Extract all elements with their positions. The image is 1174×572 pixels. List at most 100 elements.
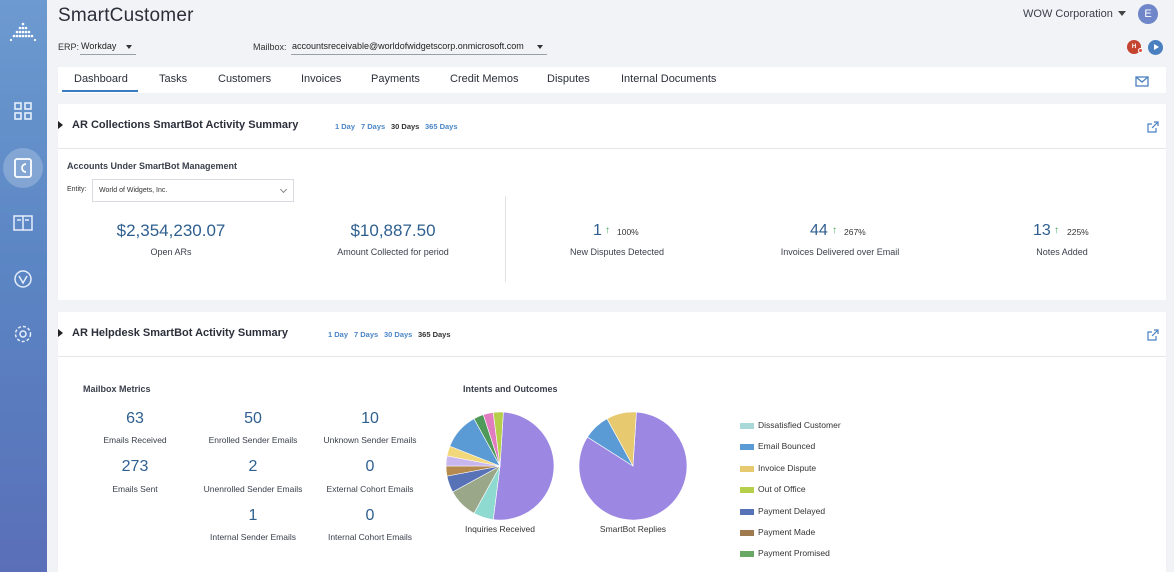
collections-title: AR Collections SmartBot Activity Summary (72, 119, 299, 131)
legend-swatch (740, 530, 754, 536)
notes-change: 225% (1067, 227, 1089, 237)
entity-select[interactable]: World of Widgets, Inc. (92, 179, 294, 202)
legend-label: Payment Delayed (758, 505, 826, 516)
settings-nav-icon[interactable] (9, 320, 37, 348)
unknown-sender-label: Unknown Sender Emails (323, 435, 417, 445)
internal-sender-label: Internal Sender Emails (210, 532, 296, 542)
avatar[interactable]: E (1138, 4, 1158, 24)
mailbox-select[interactable]: accountsreceivable@worldofwidgetscorp.on… (291, 39, 547, 55)
left-rail (0, 0, 47, 572)
legend-label: Dissatisfied Customer (758, 420, 841, 430)
legend-swatch (740, 423, 754, 429)
erp-select[interactable]: Workday (80, 39, 136, 55)
period-1-day[interactable]: 1 Day (328, 330, 349, 339)
internal-sender-value: 1 (248, 507, 258, 524)
app-logo-icon[interactable] (9, 20, 37, 48)
tab-customers[interactable]: Customers (218, 73, 272, 85)
tab-payments[interactable]: Payments (371, 73, 420, 85)
collapse-triangle-icon[interactable] (58, 329, 63, 337)
period-7-days[interactable]: 7 Days (354, 330, 379, 339)
inquiries-slice-10[interactable] (492, 411, 504, 467)
unenrolled-sender-label: Unenrolled Sender Emails (203, 484, 303, 494)
mailbox-metrics-title: Mailbox Metrics (83, 384, 151, 394)
external-link-icon[interactable] (1147, 120, 1159, 138)
inquiries-pie-chart (445, 411, 555, 521)
unknown-sender-value: 10 (361, 410, 379, 427)
verified-nav-icon[interactable] (9, 265, 37, 293)
collections-panel: AR Collections SmartBot Activity Summary… (58, 104, 1166, 300)
emails-sent-label: Emails Sent (112, 484, 158, 494)
replies-pie-chart (578, 411, 688, 521)
mailbox-label: Mailbox: (253, 42, 287, 52)
legend-swatch (740, 444, 754, 451)
invoices-value: 44 (810, 222, 828, 239)
period-365-days[interactable]: 365 Days (418, 330, 451, 339)
period-365-days[interactable]: 365 Days (425, 122, 458, 131)
section-divider (58, 148, 1166, 149)
notes-label: Notes Added (1036, 247, 1088, 257)
tab-tasks[interactable]: Tasks (159, 73, 188, 85)
chevron-down-icon (126, 45, 132, 49)
disputes-change: 100% (617, 227, 639, 237)
internal-cohort-value: 0 (365, 507, 375, 524)
helpdesk-title: AR Helpdesk SmartBot Activity Summary (72, 327, 288, 339)
replies-pie-label: SmartBot Replies (599, 524, 667, 534)
helpdesk-panel: AR Helpdesk SmartBot Activity Summary 1 … (58, 312, 1166, 572)
dashboard-nav-icon[interactable] (9, 97, 37, 125)
internal-cohort-label: Internal Cohort Emails (327, 532, 413, 542)
up-arrow-icon: ↑ (605, 225, 610, 236)
mail-icon[interactable] (1135, 74, 1149, 92)
tab-invoices[interactable]: Invoices (301, 73, 342, 85)
open-ars-value: $2,354,230.07 (116, 221, 226, 240)
entity-label: Entity: (67, 186, 87, 193)
invoices-change: 267% (844, 227, 866, 237)
period-7-days[interactable]: 7 Days (361, 122, 386, 131)
chevron-down-icon[interactable] (1118, 11, 1126, 16)
section-divider (58, 356, 1166, 357)
emails-received-label: Emails Received (103, 435, 167, 445)
tab-disputes[interactable]: Disputes (547, 73, 590, 85)
enrolled-sender-value: 50 (244, 410, 262, 427)
emails-sent-value: 273 (121, 458, 149, 475)
tab-dashboard[interactable]: Dashboard (74, 73, 128, 85)
external-cohort-label: External Cohort Emails (326, 484, 414, 494)
period-1-day[interactable]: 1 Day (335, 122, 356, 131)
up-arrow-icon: ↑ (1054, 225, 1059, 236)
disputes-value: 1 (593, 222, 602, 239)
kpi-divider (505, 196, 506, 282)
legend-swatch (740, 508, 754, 515)
legend-label: Payment Promised (758, 548, 830, 559)
disputes-label: New Disputes Detected (569, 247, 665, 257)
unenrolled-sender-value: 2 (248, 458, 258, 475)
tab-internal-documents[interactable]: Internal Documents (621, 73, 717, 85)
mailbox-value: accountsreceivable@worldofwidgetscorp.on… (292, 41, 524, 51)
legend-swatch (740, 551, 754, 558)
active-tab-indicator (62, 90, 138, 92)
erp-label: ERP: (58, 42, 80, 52)
legend-label: Out of Office (758, 484, 806, 495)
smartcustomer-nav-icon[interactable] (3, 148, 43, 188)
external-cohort-value: 0 (365, 458, 375, 475)
collected-label: Amount Collected for period (337, 247, 449, 257)
tab-bar: Dashboard Tasks Customers Invoices Payme… (58, 67, 1166, 93)
legend-label: Invoice Dispute (758, 462, 817, 473)
collapse-triangle-icon[interactable] (58, 121, 63, 129)
book-nav-icon[interactable] (9, 209, 37, 237)
app-title: SmartCustomer (58, 5, 194, 26)
play-icon[interactable] (1148, 40, 1163, 55)
up-arrow-icon: ↑ (832, 225, 837, 236)
inquiries-slice-0[interactable] (492, 411, 555, 521)
chevron-down-icon (279, 185, 288, 194)
inquiries-pie-label: Inquiries Received (465, 524, 535, 534)
tab-credit-memos[interactable]: Credit Memos (450, 73, 519, 85)
company-selector[interactable]: WOW Corporation (1023, 8, 1113, 20)
emails-received-value: 63 (126, 410, 144, 427)
replies-slice-2[interactable] (606, 411, 637, 468)
external-link-icon[interactable] (1147, 328, 1159, 346)
period-30-days[interactable]: 30 Days (391, 122, 420, 131)
entity-value: World of Widgets, Inc. (99, 187, 168, 194)
period-30-days[interactable]: 30 Days (384, 330, 413, 339)
notification-avatar[interactable]: H (1127, 40, 1141, 54)
erp-value: Workday (81, 41, 117, 51)
notes-value: 13 (1033, 222, 1051, 239)
